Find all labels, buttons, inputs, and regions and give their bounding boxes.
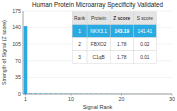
- table-text: Protein: [91, 16, 107, 21]
- table-text: Rank: [74, 16, 86, 21]
- table-cell: [133, 25, 156, 38]
- table-text: S score: [137, 16, 154, 21]
- y-tick-label: 140: [12, 24, 21, 30]
- table-cell: [87, 38, 110, 51]
- y-tick-label: 105: [12, 41, 21, 47]
- table-text: 1: [78, 29, 81, 34]
- table-cell: [110, 12, 133, 25]
- table-text: Z score: [113, 16, 130, 21]
- table-cell: [72, 12, 87, 25]
- x-tick-label: 30: [169, 96, 175, 102]
- x-tick-label: 1: [24, 96, 27, 102]
- y-axis-label: Strength of Signal (Z score): [1, 20, 7, 85]
- table-cell: [72, 25, 87, 38]
- table-text: 1.78: [117, 42, 127, 47]
- table-cell: [110, 25, 133, 38]
- x-axis-label: Signal Rank: [83, 104, 113, 110]
- y-tick-label: 35: [15, 74, 21, 80]
- table-cell: [87, 12, 110, 25]
- table-cell: [133, 12, 156, 25]
- y-tick-label: 0: [18, 91, 21, 97]
- table-text: FBXO2: [91, 42, 107, 47]
- table-cell: [72, 50, 87, 63]
- table-text: C1qB: [93, 55, 105, 60]
- x-tick-label: 10: [68, 96, 74, 102]
- table-text: 2: [78, 42, 81, 47]
- table: Rank Protein Z score S score 1 NKX3.1 143.19 14…: [72, 12, 156, 63]
- table-cell: [72, 38, 87, 51]
- y-axis: [23, 11, 24, 94]
- table-cell: [87, 50, 110, 63]
- table-cell: [87, 25, 110, 38]
- table-text: NKX3.1: [90, 29, 107, 34]
- y-tick-label: 175: [12, 8, 21, 14]
- table-text: 141.41: [137, 29, 152, 34]
- table-cell: [110, 50, 133, 63]
- grid-line: [23, 77, 172, 78]
- x-axis: [23, 94, 172, 95]
- table-text: 3: [78, 55, 81, 60]
- table-text: 0.01: [140, 55, 150, 60]
- table-cell: [110, 38, 133, 51]
- bar: [24, 26, 28, 94]
- x-tick-label: 20: [119, 96, 125, 102]
- grid-line: [23, 94, 172, 95]
- title: Human Protein Microarray Specificity Val…: [32, 1, 164, 9]
- grid-line: [23, 11, 172, 12]
- table-text: 143.19: [114, 29, 129, 34]
- table-cell: [133, 50, 156, 63]
- table-text: 0.02: [140, 42, 150, 47]
- table-cell: [133, 38, 156, 51]
- chart: Human Protein Microarray Specificity Val…: [0, 0, 177, 111]
- y-tick-label: 70: [15, 58, 21, 64]
- table-text: 1.78: [117, 55, 127, 60]
